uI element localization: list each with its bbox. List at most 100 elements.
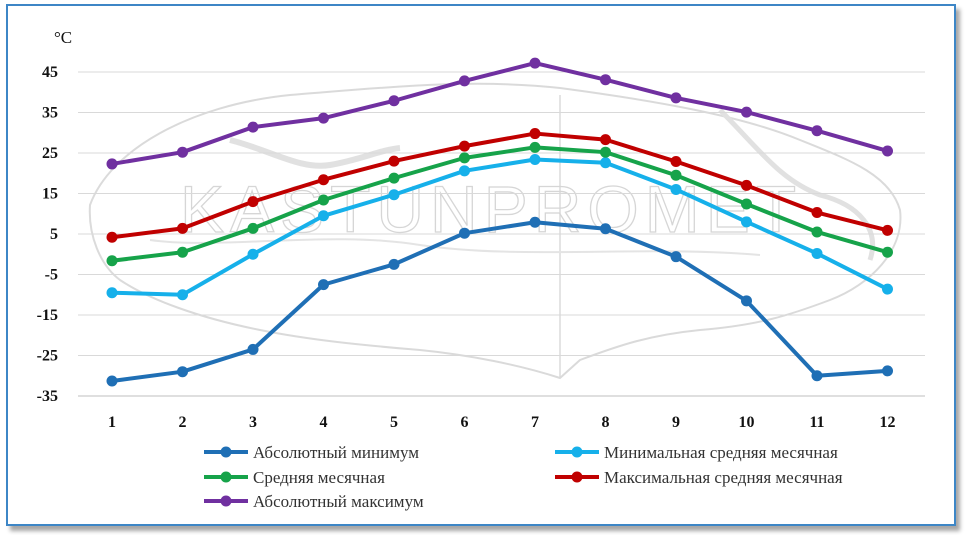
data-point <box>741 106 752 118</box>
data-point <box>882 145 893 157</box>
data-point <box>247 196 259 208</box>
data-point <box>811 247 823 259</box>
y-tick-label: -15 <box>37 307 58 324</box>
legend-label: Минимальная средняя месячная <box>604 443 838 462</box>
series-line <box>111 220 888 383</box>
legend-swatch-marker <box>571 446 583 458</box>
data-point <box>177 366 188 378</box>
data-point <box>670 169 682 181</box>
data-point <box>670 183 682 195</box>
data-point <box>106 287 118 299</box>
data-point <box>106 158 118 170</box>
y-tick-label: -5 <box>45 267 58 284</box>
data-point <box>459 75 470 87</box>
x-tick-label: 2 <box>179 414 187 431</box>
data-point <box>811 370 823 382</box>
x-axis-ticks: 1 2 3 4 5 6 7 8 9 10 11 12 <box>108 414 896 431</box>
x-tick-label: 5 <box>390 414 398 431</box>
data-point <box>318 210 329 222</box>
legend: Абсолютный минимум Минимальная средняя ме… <box>204 443 843 511</box>
data-point <box>459 140 470 152</box>
legend-label: Максимальная средняя месячная <box>604 468 843 487</box>
data-point <box>600 146 611 158</box>
x-tick-label: 7 <box>531 414 539 431</box>
x-tick-label: 11 <box>809 414 824 431</box>
legend-item: Средняя месячная <box>204 468 385 487</box>
legend-label: Средняя месячная <box>253 468 385 487</box>
chart-frame <box>6 4 956 526</box>
legend-swatch-marker <box>220 495 232 507</box>
legend-label: Абсолютный максимум <box>253 492 424 511</box>
y-tick-label: 35 <box>42 105 58 122</box>
data-point <box>247 248 259 260</box>
series-lines <box>106 57 893 387</box>
y-axis-ticks: 45 35 25 15 5 -5 -15 -25 -35 <box>37 64 58 405</box>
watermark-text: KASTUNPROMET <box>180 172 802 246</box>
grid-lines <box>78 71 925 397</box>
series-2 <box>106 153 893 301</box>
data-point <box>318 194 329 206</box>
data-point <box>388 95 400 107</box>
series-line <box>111 61 889 166</box>
data-point <box>529 153 541 165</box>
data-point <box>741 295 752 307</box>
data-point <box>388 258 400 270</box>
y-tick-label: -25 <box>37 348 58 365</box>
series-line <box>111 145 889 263</box>
x-tick-label: 1 <box>108 414 116 431</box>
data-point <box>670 92 682 104</box>
data-point <box>247 343 259 355</box>
data-point <box>106 375 118 387</box>
data-point <box>247 121 259 133</box>
data-point <box>318 112 329 124</box>
data-point <box>459 152 470 164</box>
x-tick-label: 10 <box>739 414 755 431</box>
data-point <box>177 246 188 258</box>
data-point <box>177 222 188 234</box>
x-tick-label: 4 <box>320 414 328 431</box>
data-point <box>882 283 893 295</box>
y-tick-label: 15 <box>42 186 58 203</box>
data-point <box>459 227 470 239</box>
data-point <box>811 226 823 238</box>
x-tick-label: 8 <box>602 414 610 431</box>
series-5 <box>106 57 893 170</box>
y-tick-label: -35 <box>37 388 58 405</box>
data-point <box>529 57 541 69</box>
data-point <box>318 279 329 291</box>
data-point <box>106 255 118 267</box>
data-point <box>177 289 188 301</box>
legend-item: Максимальная средняя месячная <box>555 468 843 487</box>
series-line <box>111 131 888 240</box>
legend-item: Минимальная средняя месячная <box>555 443 838 462</box>
data-point <box>177 146 188 158</box>
data-point <box>741 198 752 210</box>
legend-swatch-marker <box>220 446 232 458</box>
y-tick-label: 45 <box>42 64 58 81</box>
data-point <box>529 128 541 140</box>
data-point <box>882 365 893 377</box>
y-tick-label: 25 <box>42 145 58 162</box>
data-point <box>318 174 329 186</box>
data-point <box>811 207 823 219</box>
legend-swatch-marker <box>571 471 583 483</box>
data-point <box>600 223 611 235</box>
data-point <box>459 165 470 177</box>
data-point <box>741 216 752 228</box>
data-point <box>529 216 541 228</box>
x-tick-label: 6 <box>461 414 469 431</box>
legend-item: Абсолютный минимум <box>204 443 419 462</box>
data-point <box>811 125 823 137</box>
data-point <box>106 231 118 243</box>
data-point <box>670 251 682 263</box>
data-point <box>388 189 400 201</box>
y-unit-label: °C <box>54 28 72 47</box>
data-point <box>882 224 893 236</box>
data-point <box>600 157 611 169</box>
legend-swatch-marker <box>220 471 232 483</box>
data-point <box>388 172 400 184</box>
x-tick-label: 12 <box>880 414 896 431</box>
x-tick-label: 3 <box>249 414 257 431</box>
data-point <box>882 246 893 258</box>
data-point <box>529 141 541 153</box>
